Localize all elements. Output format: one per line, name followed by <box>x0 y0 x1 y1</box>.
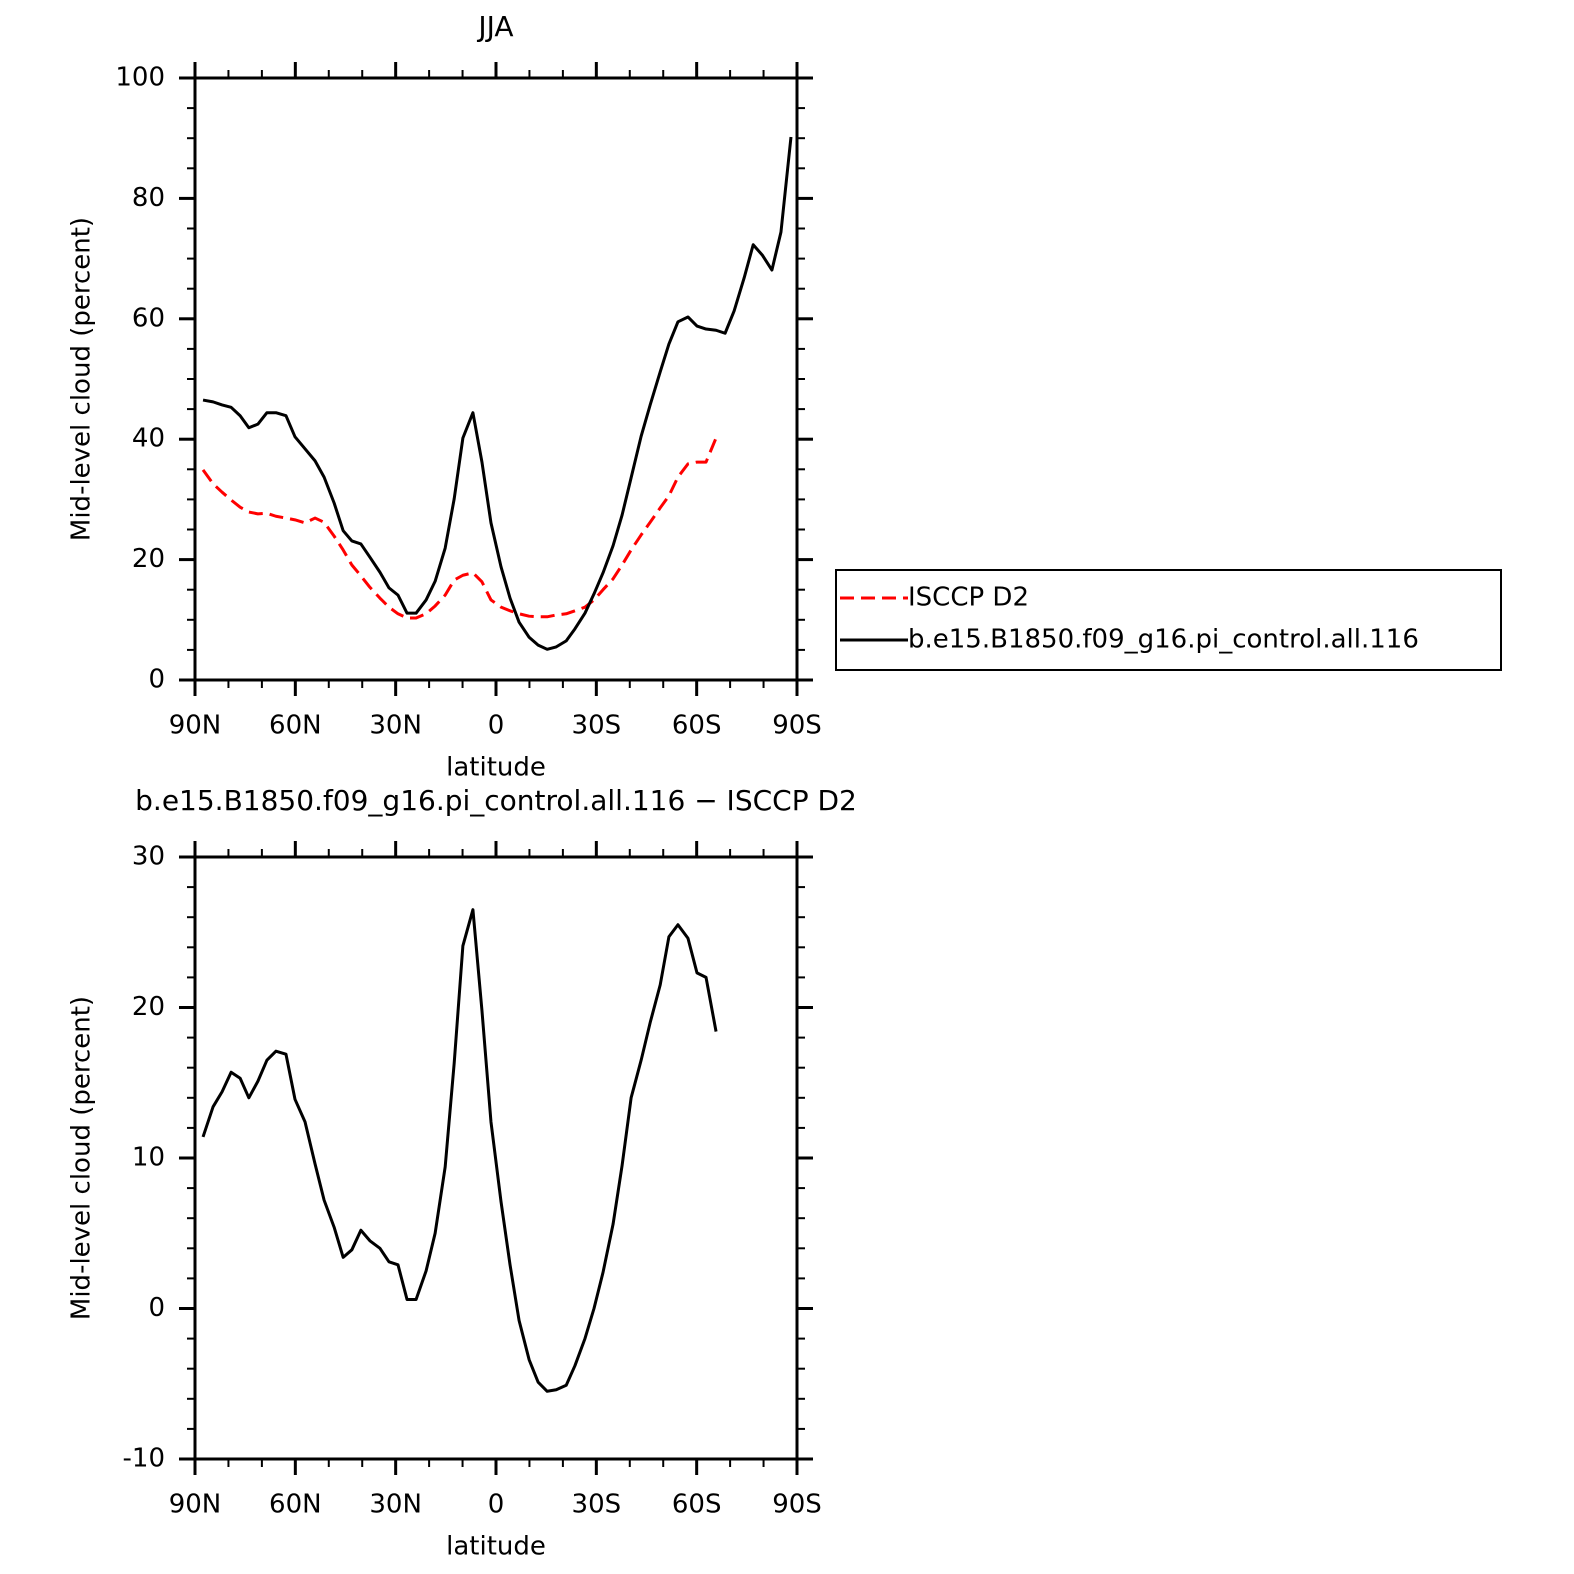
legend-label: ISCCP D2 <box>908 583 1029 613</box>
x-tick-label: 90S <box>772 711 822 741</box>
y-tick-label: -10 <box>123 1444 165 1474</box>
y-tick-label: 80 <box>132 183 165 213</box>
legend-box <box>835 569 1502 671</box>
x-tick-label: 30N <box>369 711 422 741</box>
chart-title: JJA <box>476 10 513 43</box>
y-axis-label: Mid-level cloud (percent) <box>67 996 97 1320</box>
y-axis-label: Mid-level cloud (percent) <box>67 217 97 541</box>
y-tick-label: 10 <box>132 1143 165 1173</box>
plot-frame <box>193 76 799 682</box>
x-tick-label: 60S <box>672 1490 722 1520</box>
x-tick-label: 90S <box>772 1490 822 1520</box>
panel: b.e15.B1850.f09_g16.pi_control.all.116 −… <box>67 784 857 1562</box>
y-tick-label: 30 <box>132 842 165 872</box>
x-tick-label: 30N <box>369 1490 422 1520</box>
y-tick-label: 0 <box>148 1293 165 1323</box>
chart-title: b.e15.B1850.f09_g16.pi_control.all.116 −… <box>135 784 857 817</box>
data-line <box>201 437 718 620</box>
plot-frame <box>193 855 799 1461</box>
y-tick-label: 20 <box>132 992 165 1022</box>
y-tick-label: 0 <box>148 665 165 695</box>
data-line <box>201 908 718 1393</box>
y-tick-label: 20 <box>132 544 165 574</box>
y-tick-label: 40 <box>132 424 165 454</box>
y-tick-label: 100 <box>115 63 165 93</box>
x-tick-label: 0 <box>488 711 505 741</box>
panel: JJA latitude Mid-level cloud (percent) 0 20 4… <box>67 10 1502 783</box>
x-tick-label: 90N <box>169 1490 222 1520</box>
x-tick-label: 60N <box>269 1490 322 1520</box>
x-axis-label: latitude <box>446 753 546 783</box>
x-tick-label: 30S <box>572 1490 622 1520</box>
x-axis-label: latitude <box>446 1532 546 1562</box>
x-tick-label: 60S <box>672 711 722 741</box>
x-tick-label: 90N <box>169 711 222 741</box>
x-tick-label: 30S <box>572 711 622 741</box>
legend-label: b.e15.B1850.f09_g16.pi_control.all.116 <box>908 625 1419 655</box>
y-tick-label: 60 <box>132 303 165 333</box>
x-tick-label: 0 <box>488 1490 505 1520</box>
x-tick-label: 60N <box>269 711 322 741</box>
data-line <box>202 136 793 651</box>
